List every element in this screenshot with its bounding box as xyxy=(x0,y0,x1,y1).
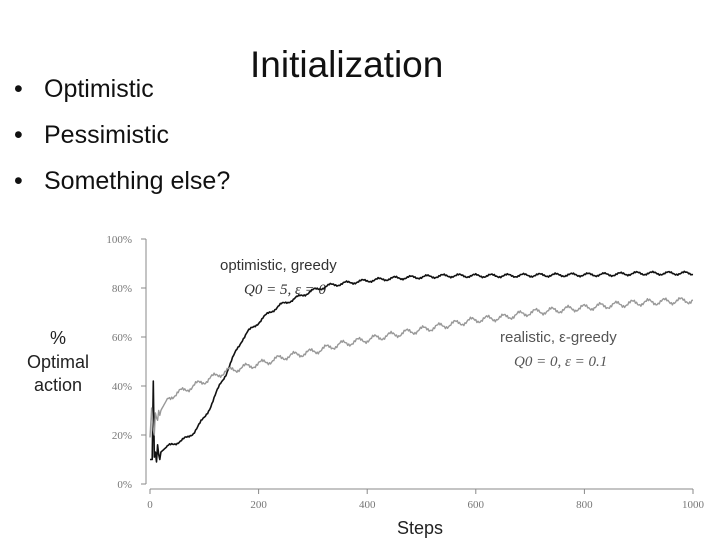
bullet-item: • Pessimistic xyxy=(14,112,230,158)
bullet-list: • Optimistic • Pessimistic • Something else… xyxy=(14,66,230,204)
y-axis-label-line: % xyxy=(50,328,66,348)
y-axis-label-line: action xyxy=(34,375,82,395)
x-axis-label: Steps xyxy=(397,518,443,538)
bullet-text: Something else? xyxy=(44,167,231,195)
bullet-dot: • xyxy=(14,121,23,149)
bullet-dot: • xyxy=(14,167,23,195)
bullet-text: Pessimistic xyxy=(44,121,170,149)
y-tick-label: 40% xyxy=(112,381,132,393)
y-tick-label: 20% xyxy=(112,430,132,442)
x-tick-label: 200 xyxy=(250,499,267,511)
y-tick-label: 60% xyxy=(112,332,132,344)
x-tick-label: 400 xyxy=(359,499,376,511)
bullet-item: • Optimistic xyxy=(14,66,230,112)
y-tick-label: 80% xyxy=(112,283,132,295)
x-tick-label: 800 xyxy=(576,499,593,511)
x-tick-label: 600 xyxy=(468,499,485,511)
series-line-realistic xyxy=(149,297,694,438)
slide-title: Initialization xyxy=(250,44,444,85)
x-tick-label: 1000 xyxy=(682,499,705,511)
annotation-realistic-params: Q0 = 0, ε = 0.1 xyxy=(514,354,607,370)
x-tick-label: 0 xyxy=(147,499,153,511)
annotation-realistic-label: realistic, ε-greedy xyxy=(500,329,617,346)
bullet-dot: • xyxy=(14,75,23,103)
series-line-optimistic xyxy=(150,270,694,463)
y-axis-label: % Optimal action xyxy=(27,328,89,395)
annotation-optimistic-params: Q0 = 5, ε = 0 xyxy=(244,282,326,298)
y-axis-label-line: Optimal xyxy=(27,352,89,372)
y-tick-label: 100% xyxy=(106,234,132,246)
annotation-optimistic-label: optimistic, greedy xyxy=(220,257,337,274)
y-tick-label: 0% xyxy=(117,479,132,491)
bullet-item: • Something else? xyxy=(14,158,230,204)
bullet-text: Optimistic xyxy=(44,75,154,103)
